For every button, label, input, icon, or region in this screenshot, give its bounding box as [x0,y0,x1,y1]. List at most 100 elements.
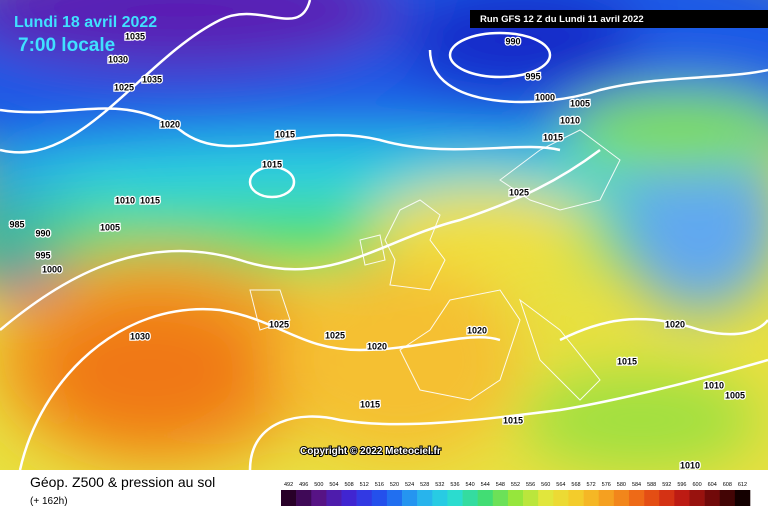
isobar-label: 1010 [704,380,724,390]
isobar-label: 1025 [509,187,529,197]
colorbar-label: 576 [602,482,611,488]
colorbar-swatch [598,490,615,506]
isobar-label: 1020 [160,119,180,129]
colorbar-label: 552 [511,482,520,488]
isobar-label: 990 [505,36,520,46]
colorbar-swatch [371,490,388,506]
colorbar-label: 584 [632,482,641,488]
colorbar-swatch [583,490,600,506]
colorbar-swatch [462,490,478,506]
colorbar-swatch [689,490,705,506]
isobar-label: 995 [35,250,50,260]
colorbar-swatch [311,490,327,506]
colorbar-label: 536 [450,482,459,488]
isobar-label: 1030 [108,54,128,64]
isobar-label: 1010 [560,115,580,125]
colorbar-swatch [492,490,509,506]
colorbar-swatch [644,490,660,506]
isobar-label: 1015 [543,132,563,142]
colorbar-label: 548 [496,482,505,488]
colorbar-label: 544 [481,482,490,488]
colorbar-label: 540 [466,482,475,488]
isobar-label: 1015 [275,129,295,139]
isobar-label: 1020 [467,325,487,335]
colorbar-label: 496 [299,482,308,488]
footer-title: Géop. Z500 & pression au sol [30,474,215,490]
colorbar-swatch [447,490,463,506]
isobar-label: 1005 [570,98,590,108]
colorbar-swatch [341,490,357,506]
colorbar-swatch [719,490,736,506]
colorbar-label: 596 [677,482,686,488]
colorbar-swatch [628,490,645,506]
colorbar-label: 572 [587,482,596,488]
colorbar-label: 528 [420,482,429,488]
forecast-date: Lundi 18 avril 2022 [14,14,157,31]
isobar-label: 1015 [503,415,523,425]
colorbar-label: 512 [360,482,369,488]
colorbar-label: 504 [329,482,338,488]
isobar-label: 1025 [114,82,134,92]
colorbar-swatch [326,490,342,506]
colorbar-label: 532 [435,482,444,488]
isobar-label: 1010 [680,460,700,470]
run-banner [470,10,768,28]
colorbar-swatch [659,490,675,506]
colorbar-swatch [538,490,554,506]
colorbar-swatch [386,490,403,506]
colorbar-label: 560 [541,482,550,488]
copyright: Copyright © 2022 Meteociel.fr [300,446,441,457]
isobar-label: 1035 [125,31,145,41]
colorbar-label: 588 [647,482,656,488]
isobar-label: 990 [35,228,50,238]
colorbar-label: 604 [708,482,717,488]
isobar-label: 1035 [142,74,162,84]
forecast-lead: (+ 162h) [30,496,68,507]
isobar-label: 985 [9,219,24,229]
colorbar-label: 508 [344,482,353,488]
colorbar-swatch [432,490,448,506]
colorbar-label: 568 [571,482,580,488]
colorbar-swatch [674,490,690,506]
isobar-label: 1005 [100,222,120,232]
isobar-label: 1030 [130,331,150,341]
colorbar-swatch [356,490,373,506]
colorbar-label: 612 [738,482,747,488]
colorbar-swatch [417,490,433,506]
colorbar-swatch [523,490,539,506]
colorbar-label: 524 [405,482,414,488]
colorbar-swatch [568,490,584,506]
isobars [0,0,768,470]
colorbar-label: 564 [556,482,565,488]
colorbar-swatch [704,490,721,506]
colorbar-label: 608 [723,482,732,488]
colorbar-swatch [281,490,297,506]
colorbar-swatch [613,490,630,506]
colorbar-label: 580 [617,482,626,488]
colorbar-label: 592 [662,482,671,488]
run-info: Run GFS 12 Z du Lundi 11 avril 2022 [480,14,644,25]
forecast-time: 7:00 locale [18,35,115,56]
isobar-label: 1000 [42,264,62,274]
isobar-label: 1025 [269,319,289,329]
isobar-label: 1010 [115,195,135,205]
colorbar-label: 500 [314,482,323,488]
colorbar-swatch [402,490,418,506]
coastlines [249,129,621,401]
colorbar-label: 516 [375,482,384,488]
isobar-label: 1015 [360,399,380,409]
isobar-labels: 1035 1030 1035 1025 1020 1015 1015 1010 1015 985 9… [8,30,746,472]
isobar-label: 1000 [535,92,555,102]
isobar-label: 1005 [725,390,745,400]
isobar-label: 1015 [262,159,282,169]
isobar-label: 1015 [140,195,160,205]
map-field [0,0,768,470]
colorbar-swatch [507,490,524,506]
isobar-label: 1020 [665,319,685,329]
isobar-label: 1020 [367,341,387,351]
colorbar-swatch [734,490,751,506]
colorbar-swatch [477,490,494,506]
colorbar-swatch [553,490,569,506]
colorbar: 492 496 500 504 508 512 516 520 524 528 532 536 540 5… [281,482,751,506]
